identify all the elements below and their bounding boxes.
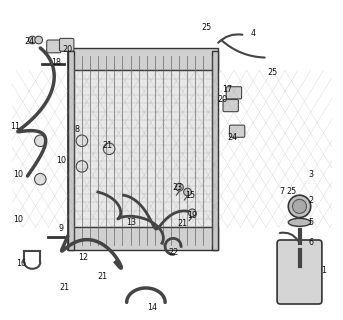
Text: 25: 25: [286, 188, 297, 196]
Circle shape: [35, 36, 43, 44]
Bar: [68, 51, 74, 250]
Text: 9: 9: [59, 224, 64, 233]
Text: 21: 21: [178, 220, 188, 228]
FancyBboxPatch shape: [47, 40, 61, 53]
Circle shape: [176, 183, 184, 191]
Circle shape: [76, 161, 88, 172]
Text: 21: 21: [59, 284, 69, 292]
Text: 14: 14: [147, 303, 157, 312]
Bar: [68, 51, 218, 250]
Text: 16: 16: [16, 260, 26, 268]
FancyBboxPatch shape: [59, 38, 74, 51]
Text: 8: 8: [74, 125, 80, 134]
Ellipse shape: [288, 219, 311, 227]
Text: 17: 17: [223, 85, 233, 94]
Circle shape: [35, 135, 46, 147]
Text: 12: 12: [79, 253, 88, 262]
Circle shape: [76, 135, 88, 147]
Text: 25: 25: [202, 23, 212, 32]
Circle shape: [288, 195, 311, 218]
FancyBboxPatch shape: [226, 87, 241, 99]
Text: 6: 6: [308, 238, 313, 247]
Text: 18: 18: [51, 58, 61, 67]
Text: 15: 15: [186, 191, 196, 200]
Text: 2: 2: [308, 196, 313, 204]
Text: 4: 4: [251, 29, 256, 38]
Text: 20: 20: [218, 95, 228, 104]
Text: 23: 23: [173, 183, 183, 192]
Circle shape: [28, 36, 36, 44]
Text: 10: 10: [13, 170, 23, 179]
FancyBboxPatch shape: [223, 100, 238, 112]
Text: 20: 20: [62, 45, 73, 54]
Bar: [68, 48, 218, 70]
Bar: [68, 227, 218, 250]
Text: 5: 5: [308, 218, 313, 227]
Text: 24: 24: [227, 133, 237, 142]
Text: 21: 21: [98, 272, 108, 281]
Text: 21: 21: [103, 141, 113, 150]
Circle shape: [184, 188, 191, 196]
Text: 7: 7: [279, 188, 284, 196]
Circle shape: [103, 143, 115, 155]
Circle shape: [35, 173, 46, 185]
Text: 11: 11: [10, 122, 20, 131]
Text: 24: 24: [24, 37, 34, 46]
Text: 10: 10: [13, 215, 23, 224]
Text: 10: 10: [56, 156, 66, 164]
Text: 13: 13: [127, 218, 137, 227]
Text: 22: 22: [168, 248, 178, 257]
Text: 25: 25: [267, 68, 277, 76]
FancyBboxPatch shape: [277, 240, 322, 304]
Circle shape: [293, 199, 307, 213]
Bar: [212, 51, 218, 250]
FancyBboxPatch shape: [229, 125, 245, 137]
Text: 3: 3: [308, 170, 313, 179]
Text: 1: 1: [321, 266, 326, 275]
Text: 19: 19: [187, 212, 197, 220]
Circle shape: [188, 209, 196, 217]
